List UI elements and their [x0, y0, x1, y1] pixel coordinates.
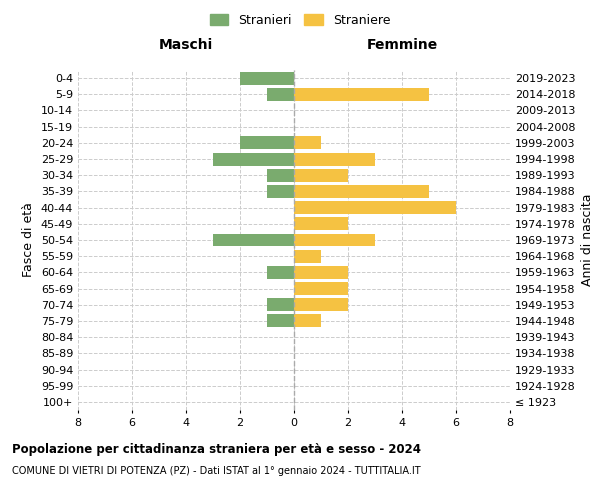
Bar — [294, 314, 321, 328]
Text: COMUNE DI VIETRI DI POTENZA (PZ) - Dati ISTAT al 1° gennaio 2024 - TUTTITALIA.IT: COMUNE DI VIETRI DI POTENZA (PZ) - Dati … — [12, 466, 421, 476]
Bar — [267, 266, 294, 279]
Bar — [294, 250, 321, 262]
Bar — [294, 185, 429, 198]
Text: Maschi: Maschi — [159, 38, 213, 52]
Bar — [267, 185, 294, 198]
Legend: Stranieri, Straniere: Stranieri, Straniere — [205, 8, 395, 32]
Bar — [294, 234, 375, 246]
Bar — [294, 88, 429, 101]
Bar — [294, 169, 348, 181]
Bar — [294, 218, 348, 230]
Bar — [267, 88, 294, 101]
Text: Popolazione per cittadinanza straniera per età e sesso - 2024: Popolazione per cittadinanza straniera p… — [12, 442, 421, 456]
Bar — [294, 136, 321, 149]
Y-axis label: Anni di nascita: Anni di nascita — [581, 194, 594, 286]
Bar — [267, 314, 294, 328]
Bar — [213, 234, 294, 246]
Bar — [240, 72, 294, 85]
Bar — [294, 152, 375, 166]
Bar — [294, 282, 348, 295]
Text: Femmine: Femmine — [367, 38, 437, 52]
Bar — [294, 298, 348, 311]
Bar — [267, 298, 294, 311]
Bar — [294, 266, 348, 279]
Bar — [240, 136, 294, 149]
Bar — [213, 152, 294, 166]
Bar — [267, 169, 294, 181]
Bar — [294, 201, 456, 214]
Y-axis label: Fasce di età: Fasce di età — [22, 202, 35, 278]
